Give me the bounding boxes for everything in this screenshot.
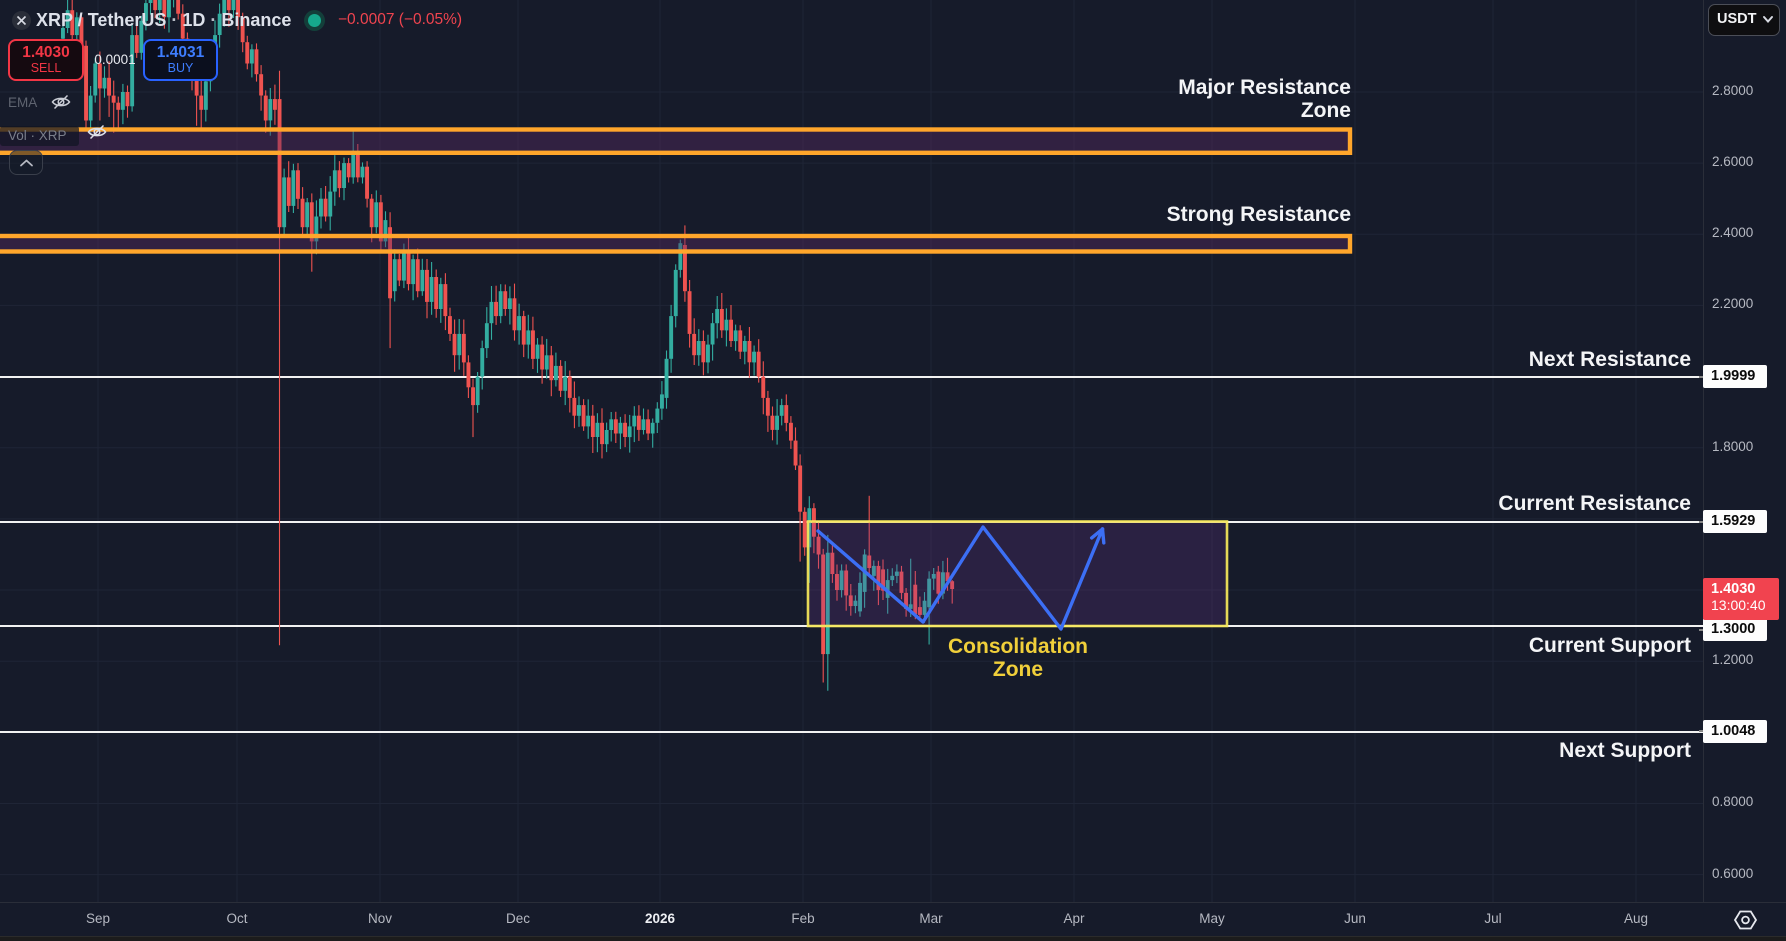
svg-text:Current Resistance: Current Resistance bbox=[1498, 492, 1691, 515]
svg-text:Next Support: Next Support bbox=[1559, 739, 1691, 762]
svg-text:Zone: Zone bbox=[993, 658, 1043, 681]
svg-text:Next Resistance: Next Resistance bbox=[1529, 348, 1691, 371]
svg-text:Consolidation: Consolidation bbox=[948, 635, 1088, 658]
svg-text:Strong Resistance: Strong Resistance bbox=[1167, 203, 1351, 226]
svg-text:Zone: Zone bbox=[1301, 99, 1351, 122]
svg-text:Major Resistance: Major Resistance bbox=[1178, 76, 1351, 99]
svg-text:Current Support: Current Support bbox=[1529, 634, 1691, 657]
